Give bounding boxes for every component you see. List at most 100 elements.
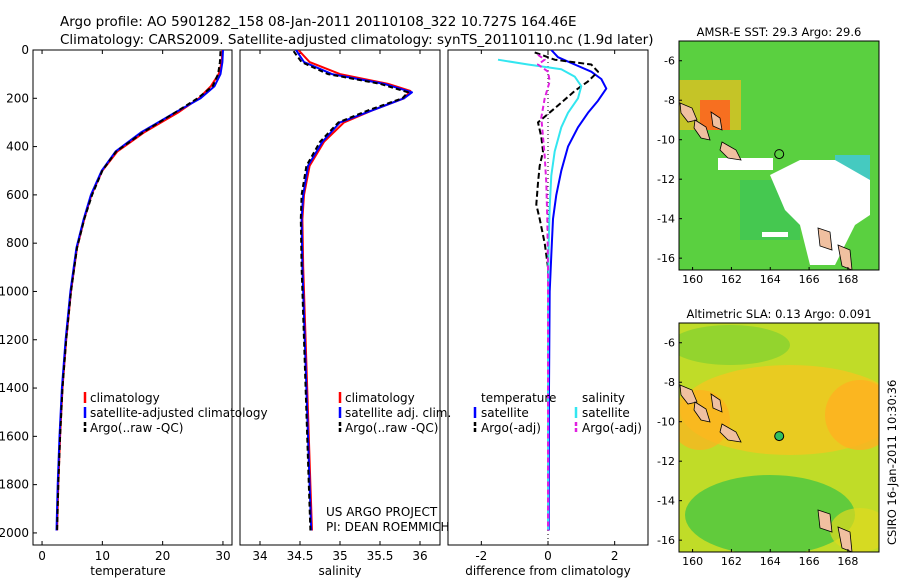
x-tick-label: -2 (475, 549, 487, 563)
sla-map-frame (678, 322, 880, 553)
map-y-tick-label: -8 (664, 376, 675, 389)
temperature-axes-frame (32, 49, 233, 546)
sst-island (719, 141, 742, 161)
series-line-climatology (56, 50, 224, 531)
y-tick-label: 1200 (0, 333, 29, 347)
legend-label-argo: Argo(..raw -QC) (345, 421, 438, 435)
map-x-tick-label: 166 (799, 273, 820, 286)
salinity-axes-frame (239, 49, 441, 546)
sla-warm-east (825, 380, 879, 450)
y-tick-label: 1600 (0, 429, 29, 443)
map-x-tick-label: 164 (760, 273, 781, 286)
map-x-tick-label: 162 (721, 273, 742, 286)
sla-island (679, 384, 698, 405)
legend-label-sal-argo: Argo(-adj) (582, 421, 642, 435)
sst-tick-labels: 160 162 164 166 168 -6 -8 -10 -12 -14 -16 (657, 55, 858, 286)
map-x-tick-label: 166 (799, 555, 820, 568)
y-tick-label: 800 (6, 236, 29, 250)
difference-axis-label: difference from climatology (465, 564, 631, 578)
x-tick-label: 30 (215, 549, 230, 563)
difference-panel: -2 0 2 difference from climatology tempera… (447, 49, 649, 578)
salinity-lines (292, 50, 413, 531)
sla-island (719, 423, 742, 443)
temperature-legend: climatology satellite-adjusted climatolo… (83, 391, 268, 435)
legend-label-temp-argo: Argo(-adj) (481, 421, 541, 435)
timestamp-label: CSIRO 16-Jan-2011 10:30:36 (885, 380, 899, 545)
y-tick-label: 0 (21, 43, 29, 57)
y-tick-label: 1000 (0, 284, 29, 298)
legend-label-satellite: satellite-adjusted climatology (90, 406, 268, 420)
sst-argo-position-marker (774, 149, 785, 160)
temperature-tick-labels: 0 10 20 30 (38, 50, 231, 563)
legend-header-salinity: salinity (582, 391, 625, 405)
sla-islands (679, 384, 853, 552)
sst-island (817, 227, 833, 251)
salinity-tick-labels: 34 34.5 35 35.5 36 (252, 50, 428, 563)
sst-map-title: AMSR-E SST: 29.3 Argo: 29.6 (697, 25, 862, 39)
map-y-tick-label: -12 (657, 455, 675, 468)
difference-lines (497, 50, 608, 531)
x-tick-label: 36 (412, 549, 427, 563)
legend-label-climatology: climatology (345, 391, 415, 405)
y-tick-label: 1400 (0, 381, 29, 395)
sst-field (679, 41, 879, 270)
salinity-legend: climatology satellite adj. clim. Argo(..… (338, 391, 451, 435)
map-y-tick-label: -10 (657, 416, 675, 429)
sst-island (679, 102, 698, 123)
x-tick-label: 2 (611, 549, 619, 563)
legend-label-climatology: climatology (90, 391, 160, 405)
series-line-argo-adj- (534, 51, 599, 531)
title-line-2: Climatology: CARS2009. Satellite-adjuste… (60, 32, 653, 48)
series-line-satellite-adjusted-climatology (55, 50, 224, 531)
y-tick-label: 200 (6, 91, 29, 105)
sst-map: AMSR-E SST: 29.3 Argo: 29.6 160 162 164 166… (657, 25, 880, 286)
map-x-tick-label: 164 (760, 555, 781, 568)
map-x-tick-label: 162 (721, 555, 742, 568)
x-tick-label: 35 (332, 549, 347, 563)
series-line-argo-adj- (537, 53, 551, 531)
legend-label-temp-satellite: satellite (481, 406, 529, 420)
sla-island (693, 401, 711, 423)
x-tick-label: 0 (38, 549, 46, 563)
salinity-axis-label: salinity (318, 564, 361, 578)
legend-label-satellite: satellite adj. clim. (345, 406, 451, 420)
series-line-argo-raw-qc- (292, 50, 409, 531)
sla-island (817, 509, 833, 533)
x-tick-label: 0 (544, 549, 552, 563)
map-x-tick-label: 160 (682, 555, 703, 568)
map-x-tick-label: 168 (837, 273, 858, 286)
map-x-tick-label: 160 (682, 273, 703, 286)
y-tick-label: 2000 (0, 526, 29, 540)
series-line-climatology (297, 50, 412, 531)
title-line-1: Argo profile: AO 5901282_158 08-Jan-2011… (60, 14, 577, 30)
x-tick-label: 34 (252, 549, 267, 563)
y-tick-label: 1800 (0, 478, 29, 492)
series-line-satellite (547, 50, 608, 531)
sla-field (679, 323, 879, 552)
sla-argo-position-marker (774, 431, 785, 442)
map-y-tick-label: -14 (657, 213, 675, 226)
x-tick-label: 34.5 (287, 549, 314, 563)
map-y-tick-label: -6 (664, 337, 675, 350)
map-y-tick-label: -12 (657, 173, 675, 186)
map-y-tick-label: -6 (664, 55, 675, 68)
sst-missing-bar (762, 232, 788, 237)
x-tick-label: 10 (95, 549, 110, 563)
sst-missing-strip (718, 158, 773, 170)
x-tick-label: 35.5 (367, 549, 394, 563)
temperature-panel: 0 200 400 600 800 1000 1200 1400 1600 1800 2000 0 1… (0, 43, 268, 578)
sst-islands (679, 102, 853, 270)
project-label: US ARGO PROJECT (326, 505, 438, 519)
sla-island (837, 526, 853, 552)
y-tick-label: 600 (6, 188, 29, 202)
pi-label: PI: DEAN ROEMMICH (326, 520, 449, 534)
legend-header-temperature: temperature (481, 391, 556, 405)
depth-tick-labels: 0 200 400 600 800 1000 1200 1400 1600 1800 2000 (0, 43, 37, 540)
sla-green-south (685, 475, 855, 552)
temperature-axis-label: temperature (90, 564, 165, 578)
salinity-panel: 34 34.5 35 35.5 36 salinity climatology sate… (239, 49, 451, 578)
map-y-tick-label: -14 (657, 495, 675, 508)
map-y-tick-label: -16 (657, 534, 675, 547)
series-line-satellite (497, 58, 583, 531)
